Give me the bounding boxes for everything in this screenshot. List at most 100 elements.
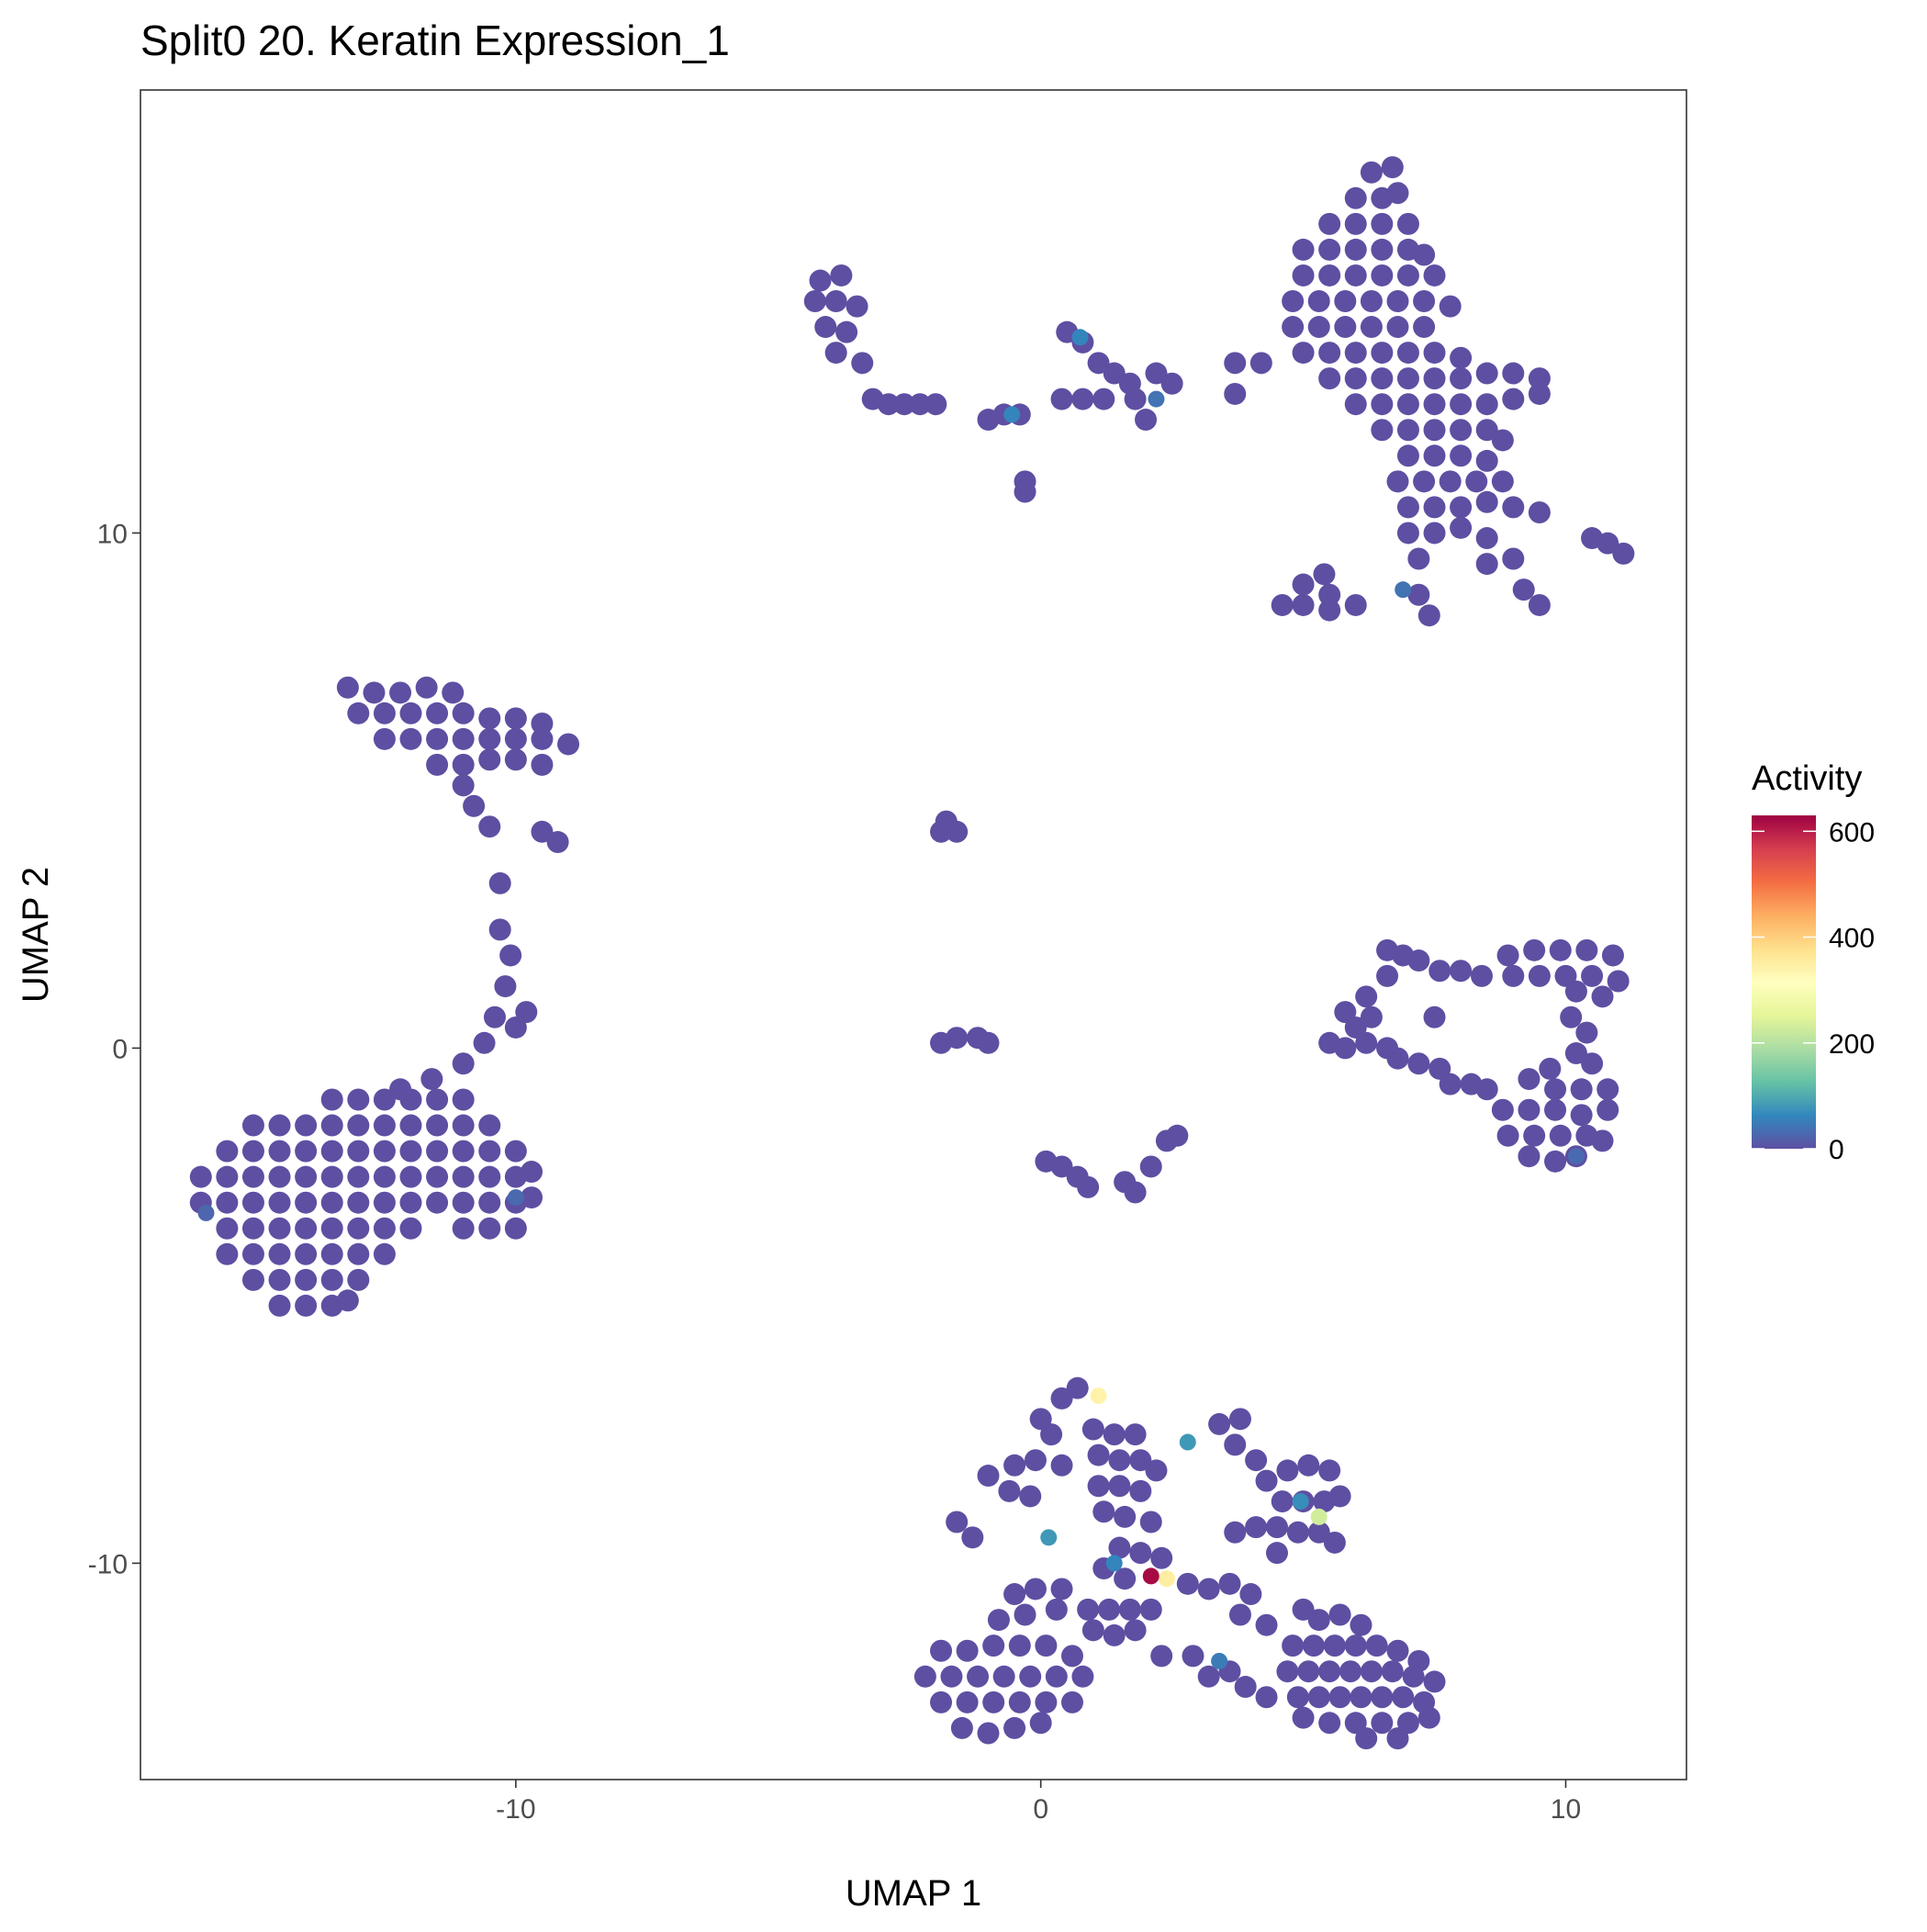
data-point <box>1396 444 1419 467</box>
data-point <box>1029 1408 1052 1431</box>
data-point <box>1417 1706 1440 1729</box>
legend-tick-label: 600 <box>1829 817 1875 848</box>
data-point <box>399 702 422 724</box>
data-point <box>1386 1639 1409 1662</box>
data-point <box>1103 1623 1126 1646</box>
data-point <box>1528 367 1551 390</box>
data-point <box>336 1289 359 1312</box>
data-point <box>1276 1660 1299 1683</box>
data-point <box>1224 1433 1247 1456</box>
data-point <box>1371 342 1394 365</box>
data-point <box>1050 1454 1073 1477</box>
data-point <box>1271 593 1294 616</box>
data-point <box>913 1665 936 1688</box>
data-point <box>1060 1645 1083 1668</box>
data-point <box>1423 496 1446 519</box>
data-point <box>1392 1686 1415 1709</box>
data-point <box>415 676 438 699</box>
data-point <box>1297 1660 1320 1683</box>
data-point <box>1050 1155 1073 1178</box>
data-point <box>452 1165 475 1188</box>
data-point <box>347 1191 370 1214</box>
data-point <box>1014 480 1036 503</box>
data-point <box>1276 1459 1299 1482</box>
data-point <box>1087 1443 1110 1466</box>
data-point <box>268 1140 291 1163</box>
y-tick-label: 0 <box>112 1034 128 1064</box>
data-point <box>1396 367 1419 390</box>
data-point <box>1292 238 1315 261</box>
data-point <box>1355 985 1378 1008</box>
data-point <box>1008 1634 1031 1657</box>
data-point <box>399 1114 422 1137</box>
data-point <box>1092 1500 1115 1523</box>
data-point <box>1035 1634 1058 1657</box>
data-point <box>1396 1712 1419 1735</box>
data-point <box>950 1716 973 1739</box>
data-point <box>1045 1665 1068 1688</box>
data-point <box>347 1268 370 1291</box>
data-point <box>1066 1376 1089 1399</box>
data-point <box>1355 1727 1378 1750</box>
data-point <box>1139 1598 1162 1621</box>
data-point <box>1360 1660 1383 1683</box>
data-point <box>504 707 527 730</box>
data-point <box>241 1140 264 1163</box>
data-point <box>1145 362 1168 385</box>
data-point <box>452 727 475 750</box>
data-point <box>1344 393 1367 416</box>
data-point <box>1160 372 1183 395</box>
data-point <box>814 316 837 339</box>
data-point <box>1601 944 1624 967</box>
x-tick-label: 10 <box>1551 1794 1581 1825</box>
data-point <box>1050 388 1073 410</box>
data-point <box>521 1186 543 1209</box>
data-point <box>241 1217 264 1240</box>
data-point <box>531 820 554 843</box>
data-point <box>977 1031 1000 1054</box>
data-point <box>1407 949 1430 972</box>
data-point <box>1407 583 1430 606</box>
data-point <box>1255 1686 1278 1709</box>
data-point <box>1475 527 1498 550</box>
data-point <box>295 1217 318 1240</box>
data-point <box>1282 290 1305 312</box>
data-point <box>1077 1175 1100 1198</box>
data-point <box>1371 264 1394 286</box>
data-point <box>1564 1042 1587 1065</box>
data-point <box>1491 429 1514 452</box>
data-point <box>1502 496 1525 519</box>
data-point <box>1129 1542 1152 1565</box>
data-point <box>452 702 475 724</box>
data-point-highlighted <box>1292 1493 1309 1511</box>
data-point <box>504 1016 527 1039</box>
data-point <box>1166 1124 1189 1147</box>
y-axis-label: UMAP 2 <box>16 867 56 1003</box>
data-point <box>268 1242 291 1265</box>
data-point <box>347 1242 370 1265</box>
data-point <box>347 1114 370 1137</box>
data-point <box>1139 1511 1162 1533</box>
data-point <box>1465 470 1488 493</box>
y-tick-label: 10 <box>97 519 128 549</box>
data-point <box>1528 501 1551 523</box>
data-point <box>373 1140 396 1163</box>
data-point <box>1245 1449 1268 1472</box>
data-point <box>336 676 359 699</box>
data-point <box>389 1078 412 1101</box>
data-point <box>1423 444 1446 467</box>
data-point <box>1344 186 1367 209</box>
data-point <box>1228 1603 1251 1626</box>
data-point-highlighted <box>197 1204 215 1221</box>
data-point <box>268 1268 291 1291</box>
data-point <box>295 1268 318 1291</box>
data-point <box>1502 964 1525 987</box>
data-point <box>347 1165 370 1188</box>
data-point <box>1297 1454 1320 1477</box>
data-point <box>478 1165 501 1188</box>
data-point <box>216 1140 239 1163</box>
data-point <box>320 1268 343 1291</box>
data-point <box>1365 1634 1388 1657</box>
data-point <box>956 1690 979 1713</box>
